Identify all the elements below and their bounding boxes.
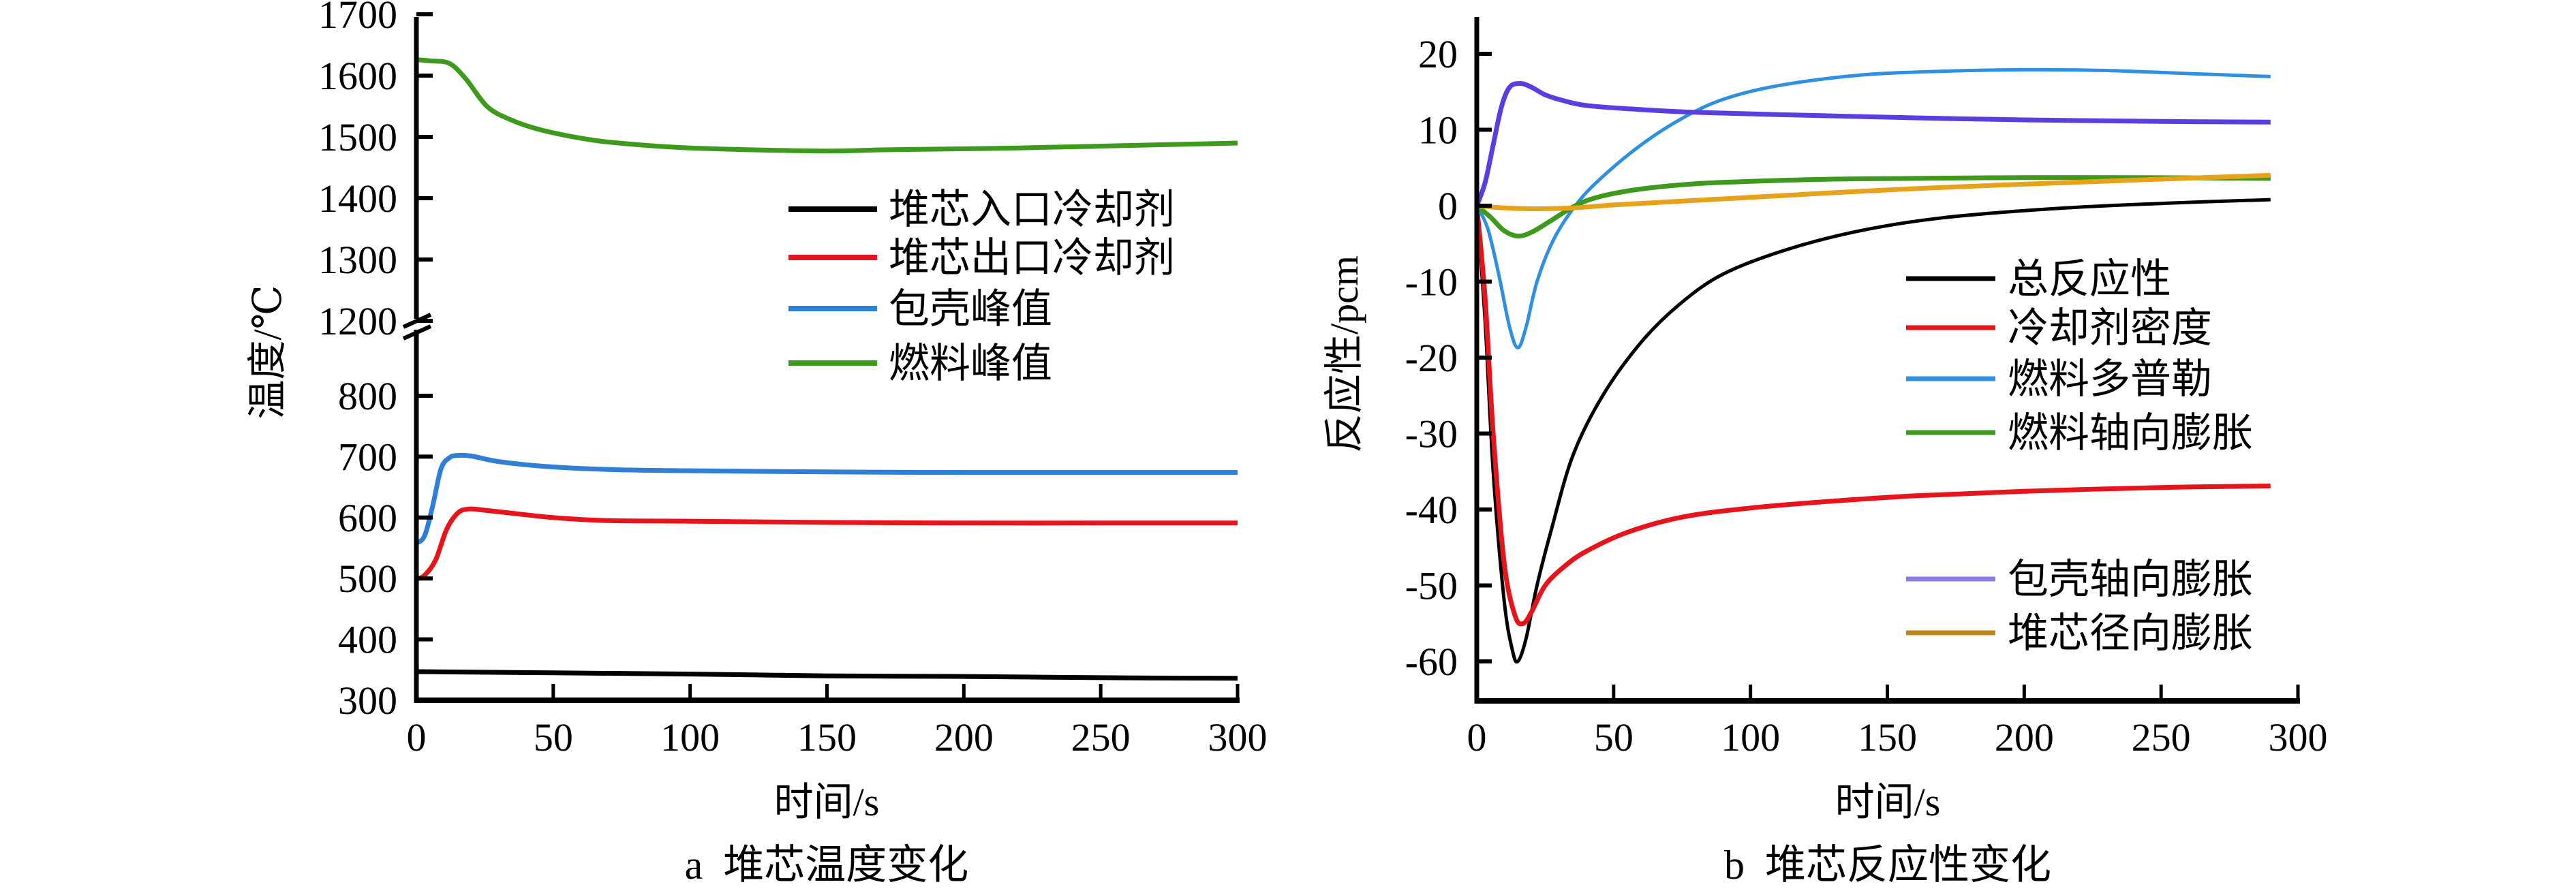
- panel-a-line-3: [414, 452, 1238, 546]
- panel-a-line-4: [416, 57, 1238, 154]
- panel-b-legend-label: 堆芯径向膨胀: [2008, 611, 2253, 656]
- panel-a-x-tick-label: 0: [407, 715, 427, 759]
- panel-a-axis-break-mark: [402, 324, 432, 341]
- panel-b-y-tick-label: -50: [1405, 564, 1458, 608]
- panel-a-legend-item: 包壳峰值: [788, 287, 1052, 332]
- panel-a-y-tick-label: 1400: [318, 176, 397, 221]
- panel-b-legend-label: 冷却剂密度: [2008, 306, 2212, 351]
- panel-a-caption: a 堆芯温度变化: [685, 843, 969, 888]
- panel-b-x-tick-label: 100: [1721, 715, 1780, 759]
- panel-b-caption: b 堆芯反应性变化: [1724, 843, 2051, 888]
- panel-b-legend-item: 堆芯径向膨胀: [1906, 611, 2253, 656]
- panel-a-legend-item: 堆芯出口冷却剂: [788, 236, 1175, 281]
- panel-b-legend-item: 燃料多普勒: [1906, 357, 2212, 402]
- panel-b-line-3: [1475, 67, 2271, 349]
- panel-a-y-tick-label: 800: [338, 374, 397, 418]
- panel-b-x-tick-label: 300: [2269, 715, 2328, 759]
- panel-b-legend-item: 冷却剂密度: [1906, 306, 2212, 351]
- panel-a-line-2: [415, 506, 1238, 582]
- panel-b-legend-item: 燃料轴向膨胀: [1906, 411, 2253, 456]
- panel-a-series: [414, 57, 1238, 681]
- panel-a-legend-item: 堆芯入口冷却剂: [788, 187, 1175, 232]
- panel-a-y-tick-label: 1700: [318, 0, 397, 37]
- panel-a-y-axis-title: 温度/℃: [245, 285, 290, 420]
- panel-b-legend-label: 燃料多普勒: [2008, 357, 2212, 402]
- panel-a-y-tick-label: 1300: [318, 238, 397, 282]
- panel-a-y-tick-label: 600: [338, 496, 397, 540]
- panel-a-x-tick-label: 100: [660, 715, 720, 759]
- panel-b-x-axis-title: 时间/s: [1835, 780, 1941, 824]
- panel-a-y-tick-label: 300: [338, 678, 397, 723]
- panel-b-line-5: [1474, 80, 2271, 207]
- panel-a-legend-label: 堆芯入口冷却剂: [889, 187, 1175, 232]
- panel-b-x-tick-label: 250: [2132, 715, 2191, 759]
- panel-a-y-tick-label: 400: [338, 618, 397, 662]
- panel-b-y-tick-label: -20: [1405, 336, 1458, 380]
- panel-b-line-6: [1476, 172, 2271, 211]
- panel-b-legend-item: 包壳轴向膨胀: [1906, 557, 2253, 602]
- panel-b-y-tick-label: 10: [1418, 108, 1458, 153]
- panel-a-y-tick-label: 1200: [318, 299, 397, 343]
- panel-a-legend-label: 堆芯出口冷却剂: [889, 236, 1175, 281]
- panel-a-temperature-chart: 3004005006007008001200130014001500160017…: [245, 0, 1268, 888]
- panel-b-legend-label: 包壳轴向膨胀: [2008, 557, 2253, 602]
- panel-a-legend-label: 燃料峰值: [889, 341, 1052, 386]
- panel-a-legend-item: 燃料峰值: [788, 341, 1052, 386]
- panel-b-legend-label: 总反应性: [2008, 257, 2171, 302]
- panel-b-legend-label: 燃料轴向膨胀: [2008, 411, 2253, 456]
- panel-b-x-tick-label: 0: [1467, 715, 1487, 759]
- panel-a-x-tick-label: 50: [534, 715, 573, 759]
- panel-b-line-4: [1475, 175, 2271, 239]
- panel-a-y-tick-label: 1600: [318, 54, 397, 98]
- panel-a-axes: 3004005006007008001200130014001500160017…: [318, 0, 1268, 759]
- panel-b-x-tick-label: 150: [1858, 715, 1917, 759]
- panel-a-x-tick-label: 300: [1208, 715, 1268, 759]
- panel-b-y-tick-label: 20: [1418, 32, 1458, 76]
- panel-b-line-1: [1475, 198, 2271, 664]
- panel-b-y-tick-label: 0: [1438, 184, 1458, 228]
- panel-a-line-1: [416, 669, 1238, 681]
- panel-b-x-tick-label: 200: [1995, 715, 2054, 759]
- panel-a-y-tick-label: 700: [338, 435, 397, 479]
- panel-b-y-axis-title: 反应性/pcm: [1322, 255, 1366, 453]
- panel-a-y-tick-label: 500: [338, 557, 397, 601]
- panel-a-x-tick-label: 250: [1071, 715, 1131, 759]
- panel-a-legend-label: 包壳峰值: [889, 287, 1052, 332]
- panel-b-line-2: [1474, 205, 2271, 627]
- panel-b-y-tick-label: -40: [1405, 488, 1458, 532]
- panel-b-legend-item: 总反应性: [1906, 257, 2171, 302]
- panel-b-series: [1474, 67, 2271, 664]
- panel-a-x-tick-label: 200: [934, 715, 994, 759]
- panel-b-y-tick-label: -30: [1405, 412, 1458, 456]
- panel-a-x-tick-label: 150: [797, 715, 857, 759]
- panel-a-y-tick-label: 1500: [318, 115, 397, 159]
- panel-a-x-axis-title: 时间/s: [774, 780, 880, 824]
- panel-b-y-tick-label: -10: [1405, 260, 1458, 304]
- panel-b-y-tick-label: -60: [1405, 640, 1458, 684]
- panel-b-x-tick-label: 50: [1594, 715, 1634, 759]
